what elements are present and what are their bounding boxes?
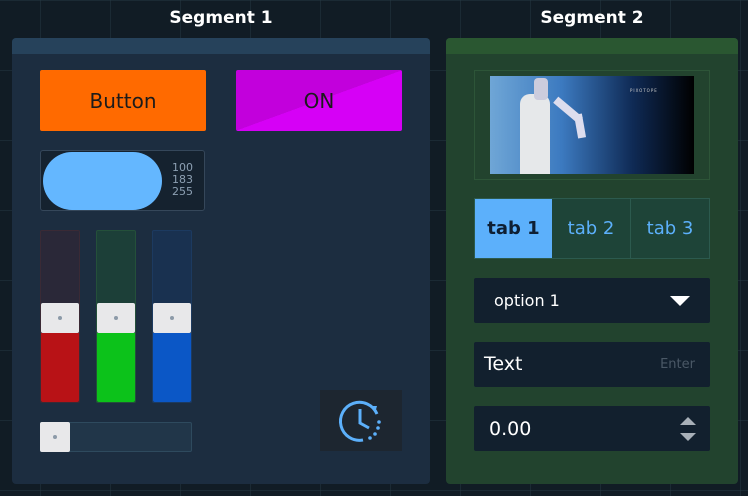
color-b-value: 255	[172, 185, 193, 198]
text-input-hint: Enter	[660, 357, 695, 372]
robot-figure	[520, 94, 550, 174]
horizontal-slider-handle[interactable]	[40, 422, 70, 452]
horizontal-slider[interactable]	[40, 422, 192, 452]
red-slider[interactable]	[40, 230, 80, 403]
green-slider-fill	[97, 333, 135, 402]
red-slider-handle[interactable]	[41, 303, 79, 333]
dropdown[interactable]: option 1	[474, 278, 710, 323]
toggle-button[interactable]: ON	[236, 70, 402, 131]
button[interactable]: Button	[40, 70, 206, 131]
green-slider-handle[interactable]	[97, 303, 135, 333]
blue-slider[interactable]	[152, 230, 192, 403]
dropdown-selected: option 1	[494, 291, 560, 310]
tab-2[interactable]: tab 2	[552, 199, 632, 258]
image-logo: PIXOTOPE	[630, 88, 658, 93]
color-g-value: 183	[172, 173, 193, 186]
clock-history-icon	[339, 400, 381, 442]
red-slider-fill	[41, 333, 79, 402]
color-r-value: 100	[172, 161, 193, 174]
image-frame: PIXOTOPE	[474, 70, 710, 180]
color-preview: 100 183 255	[40, 150, 205, 211]
spinner-arrows-icon[interactable]	[680, 417, 696, 441]
number-input[interactable]: 0.00	[474, 406, 710, 451]
tab-3[interactable]: tab 3	[646, 218, 694, 239]
tab-1[interactable]: tab 1	[475, 199, 553, 258]
segment-1-header	[12, 38, 430, 54]
segment-1-title: Segment 1	[169, 8, 273, 28]
text-input[interactable]: Text Enter	[474, 342, 710, 387]
color-swatch	[43, 152, 162, 210]
segment-2-title: Segment 2	[540, 8, 644, 28]
chevron-down-icon	[670, 296, 690, 306]
text-input-value: Text	[484, 353, 523, 375]
blue-slider-fill	[153, 333, 191, 402]
green-slider[interactable]	[96, 230, 136, 403]
blue-slider-handle[interactable]	[153, 303, 191, 333]
number-input-value: 0.00	[489, 418, 532, 440]
robot-image: PIXOTOPE	[490, 76, 694, 174]
segment-2-header	[446, 38, 738, 54]
tab-bar: tab 1 tab 2 tab 3	[474, 198, 710, 259]
clock-button[interactable]	[320, 390, 402, 451]
